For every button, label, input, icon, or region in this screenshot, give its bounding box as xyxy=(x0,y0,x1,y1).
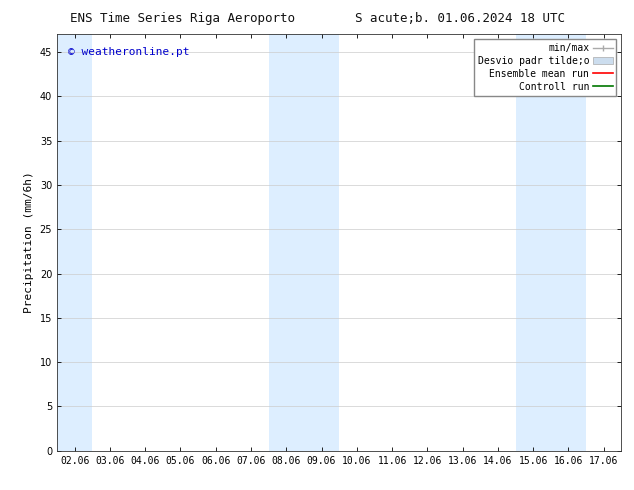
Text: ENS Time Series Riga Aeroporto        S acute;b. 01.06.2024 18 UTC: ENS Time Series Riga Aeroporto S acute;b… xyxy=(70,12,564,25)
Y-axis label: Precipitation (mm/6h): Precipitation (mm/6h) xyxy=(24,172,34,314)
Bar xyxy=(515,34,586,451)
Legend: min/max, Desvio padr tilde;o, Ensemble mean run, Controll run: min/max, Desvio padr tilde;o, Ensemble m… xyxy=(474,39,616,96)
Bar xyxy=(269,34,339,451)
Bar xyxy=(57,34,93,451)
Text: © weatheronline.pt: © weatheronline.pt xyxy=(68,47,190,57)
